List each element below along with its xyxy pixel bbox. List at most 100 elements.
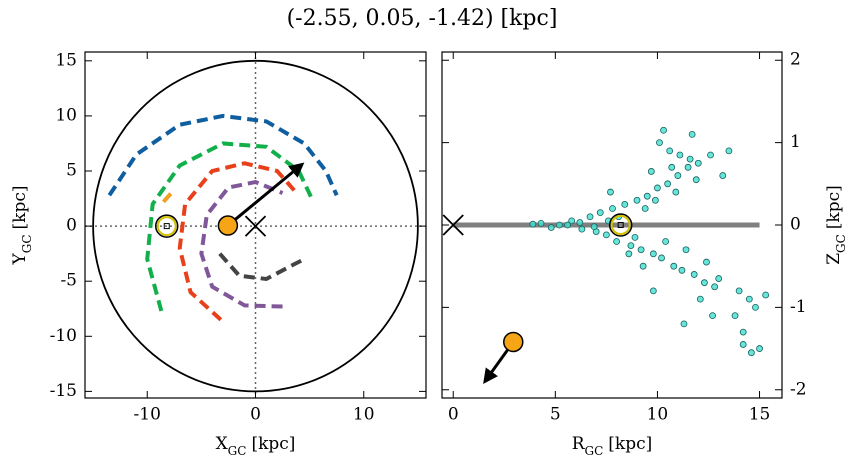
x-tick-label: 10 (647, 405, 669, 425)
label-main: Z (824, 253, 844, 265)
x-tick-label: 15 (749, 405, 771, 425)
star-point (739, 341, 747, 348)
x-tick-label: 10 (353, 405, 375, 425)
star-point (682, 246, 690, 254)
star-point (711, 283, 719, 291)
star-point (627, 242, 635, 249)
plot-area (442, 126, 770, 384)
label-unit: [kpc] (10, 186, 30, 230)
star-point (613, 238, 620, 245)
star-point (701, 279, 708, 287)
x-tick-label: 0 (448, 405, 459, 425)
star-point (556, 221, 563, 229)
star-point (672, 188, 680, 196)
sun-marker (154, 214, 179, 238)
star-point (602, 231, 610, 239)
star-point (547, 224, 555, 231)
star-point (564, 221, 571, 229)
y-tick-label: -10 (50, 326, 77, 346)
star-point (607, 188, 614, 196)
star-point (529, 220, 537, 228)
star-point (670, 262, 678, 270)
star-point (668, 163, 676, 171)
sun-dot (617, 222, 624, 228)
sun-marker (608, 213, 633, 237)
spiral-arm (107, 113, 339, 197)
star-point (578, 225, 586, 233)
y-tick-label: 5 (66, 161, 77, 181)
star-point (664, 180, 672, 188)
y-tick-label: 15 (55, 50, 77, 70)
star-point (762, 291, 770, 299)
axes-frame (441, 51, 783, 399)
label-main: X (216, 434, 229, 454)
star-point (745, 295, 753, 303)
label-main: Y (10, 253, 30, 266)
object-marker (217, 215, 239, 236)
object-marker (503, 331, 524, 353)
star-point (586, 213, 594, 221)
star-point (621, 201, 629, 208)
spiral-arm (161, 189, 175, 204)
star-point (649, 250, 657, 258)
y-tick-label: -2 (790, 379, 807, 399)
y-tick-label: 0 (790, 215, 801, 235)
star-point (719, 172, 727, 179)
star-point (707, 151, 714, 159)
star-point (639, 262, 647, 270)
star-point (643, 192, 651, 200)
star-point (596, 209, 604, 217)
velocity-arrow (226, 162, 305, 227)
x-tick-label: -10 (134, 405, 161, 425)
star-point (684, 163, 692, 171)
galactic-center (244, 215, 267, 237)
sun-ring (156, 216, 177, 237)
star-point (690, 271, 698, 278)
star-point (696, 295, 704, 303)
galactic-center (442, 214, 464, 236)
axes-frame (84, 51, 427, 399)
label-sub: GC (20, 234, 34, 253)
star-point (676, 151, 684, 159)
star-point (658, 254, 665, 262)
star-point (625, 250, 633, 258)
star-point (641, 205, 649, 212)
label-unit: [kpc] (251, 434, 295, 454)
star-point (688, 130, 696, 138)
star-point (631, 233, 639, 241)
axis-label: XGC [kpc] (216, 434, 296, 458)
star-point (660, 126, 667, 134)
star-point (568, 217, 576, 225)
star-point (692, 176, 700, 184)
axis-label: YGC [kpc] (10, 186, 34, 266)
star-point (752, 303, 759, 311)
star-point (678, 266, 686, 274)
star-point (703, 258, 710, 266)
y-tick-label: 10 (55, 105, 77, 125)
spiral-arm (199, 179, 284, 309)
y-tick-label: 1 (790, 132, 801, 152)
y-tick-label: 2 (790, 50, 801, 70)
star-point (674, 172, 682, 179)
star-point (731, 312, 739, 320)
star-point (686, 155, 694, 163)
label-main: R (572, 434, 586, 454)
y-tick-label: -15 (50, 381, 77, 401)
star-point (649, 287, 657, 295)
label-unit: [kpc] (608, 434, 652, 454)
x-tick-label: 0 (250, 405, 261, 425)
label-sub: GC (834, 234, 848, 253)
axis-label: ZGC [kpc] (824, 185, 848, 265)
star-point (537, 219, 545, 227)
y-tick-label: -5 (60, 271, 77, 291)
plot-area (85, 52, 426, 398)
star-point (709, 312, 716, 320)
x-tick-label: 5 (550, 405, 561, 425)
axis-label: RGC [kpc] (572, 434, 653, 458)
star-point (590, 223, 598, 231)
figure-title: (-2.55, 0.05, -1.42) [kpc] (287, 6, 558, 31)
star-point (680, 320, 688, 328)
y-tick-label: 0 (66, 216, 77, 236)
star-point (651, 196, 659, 204)
